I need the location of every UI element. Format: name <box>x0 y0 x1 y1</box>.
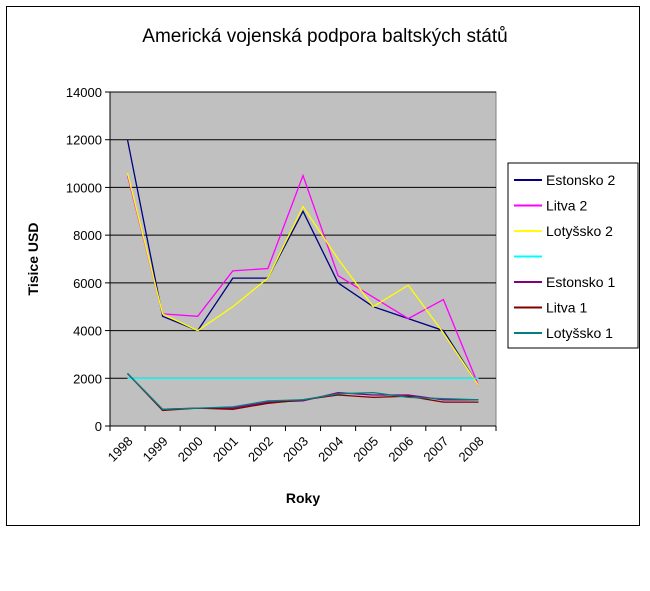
plot-area: 0 2000 4000 6000 8000 10000 12000 14000 1998 1999… <box>66 85 497 465</box>
y-axis-title: Tisice USD <box>25 223 41 296</box>
legend-entry: Litva 2 <box>546 198 587 214</box>
series-line-3 <box>126 172 480 386</box>
y-tick-label: 6000 <box>73 276 102 291</box>
y-tick-label: 4000 <box>73 324 102 339</box>
x-tick-label: 2007 <box>420 434 451 465</box>
legend-entry: Estonsko 1 <box>546 274 615 290</box>
legend-entry: Litva 1 <box>546 300 587 316</box>
x-tick-label: 2000 <box>175 434 206 465</box>
legend: Estonsko 2 Litva 2 Lotyšsko 2 Estonsko 1 Lit… <box>507 162 639 349</box>
series-line-1 <box>126 139 480 386</box>
legend-entry: Estonsko 2 <box>546 172 615 188</box>
x-tick-label: 2001 <box>210 434 241 465</box>
series-line-7 <box>127 373 479 410</box>
y-tick-label: 10000 <box>66 180 102 195</box>
x-tick-label: 2005 <box>350 434 381 465</box>
y-tick-label: 2000 <box>73 371 102 386</box>
x-tick-label: 1998 <box>105 434 136 465</box>
x-tick-label: 2003 <box>280 434 311 465</box>
x-tick-label: 1999 <box>140 434 171 465</box>
legend-entry: Lotyšsko 1 <box>546 325 613 341</box>
series-line-2 <box>126 173 480 386</box>
y-tick-label: 14000 <box>66 85 102 100</box>
plot-background <box>109 91 497 427</box>
x-axis-title: Roky <box>286 490 320 506</box>
y-tick-label: 0 <box>95 419 102 434</box>
legend-entry: Lotyšsko 2 <box>546 223 613 239</box>
chart-title: Americká vojenská podpora baltských stát… <box>142 26 507 47</box>
x-tick-label: 2004 <box>315 434 346 465</box>
y-tick-label: 12000 <box>66 133 102 148</box>
x-tick-label: 2002 <box>245 434 276 465</box>
x-tick-label: 2008 <box>456 434 487 465</box>
x-tick-label: 2006 <box>385 434 416 465</box>
y-tick-label: 8000 <box>73 228 102 243</box>
